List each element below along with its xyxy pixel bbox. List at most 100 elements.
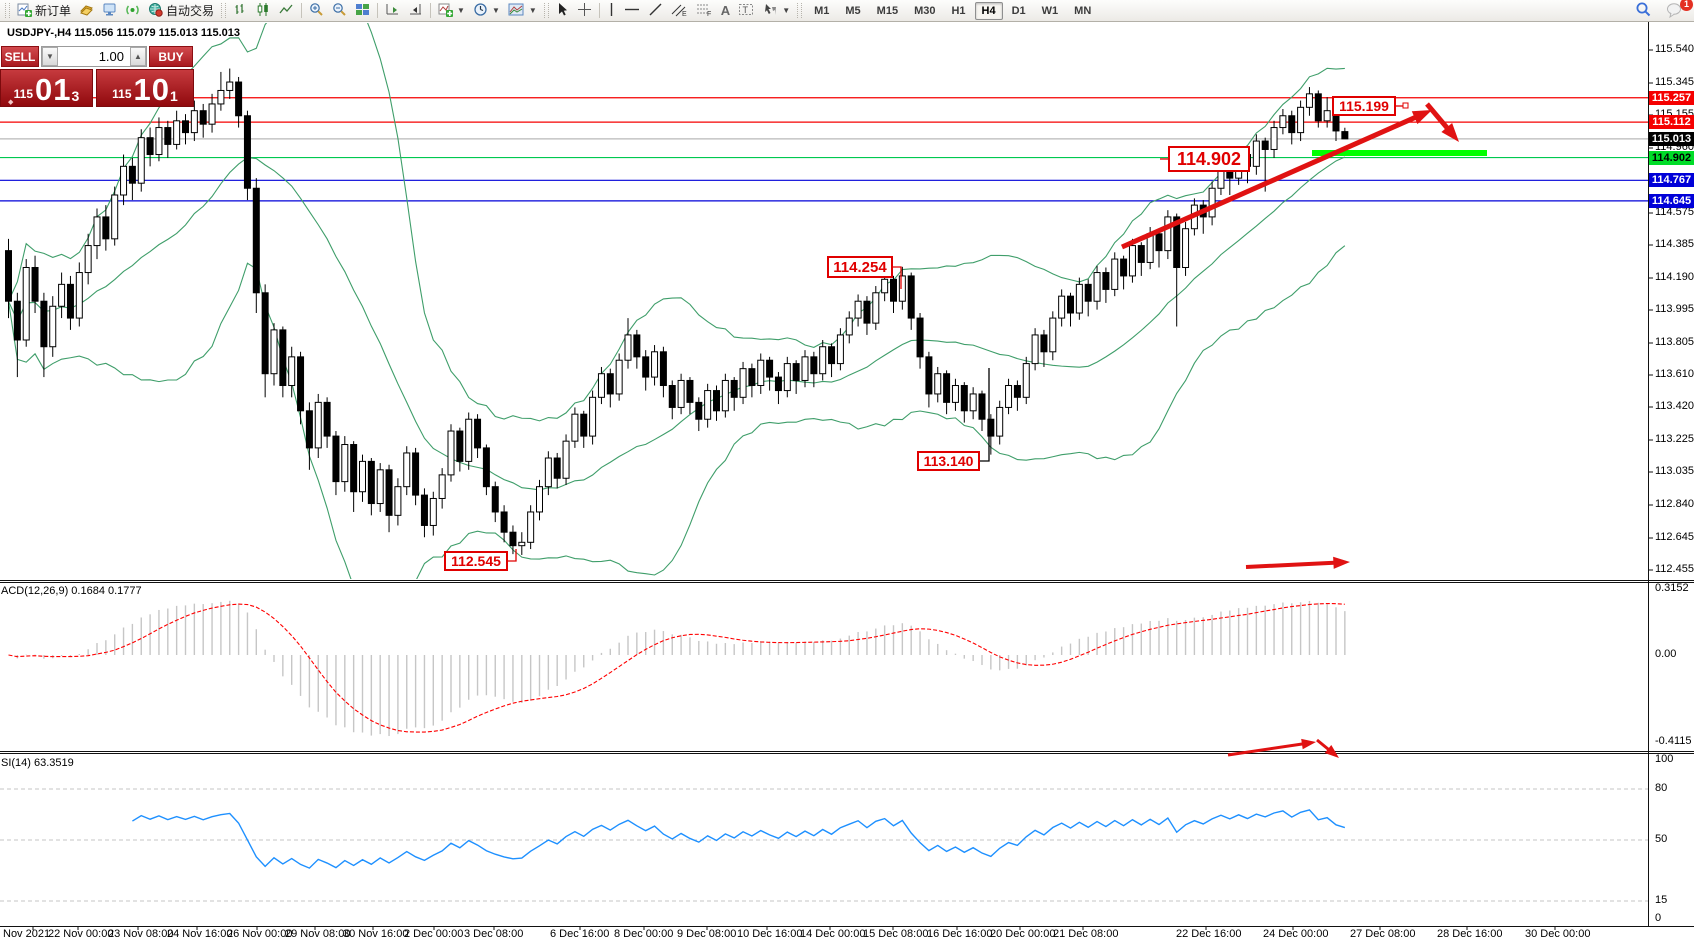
cursor-button[interactable] [552,1,573,21]
fibonacci-button[interactable]: F [692,1,717,21]
dropdown-caret-icon: ▼ [528,6,537,15]
svg-text:T: T [743,5,749,15]
timeframe-button-MN[interactable]: MN [1074,4,1092,17]
time-axis-label: 26 Nov 00:00 [227,928,293,937]
sell-button[interactable]: SELL [1,46,39,67]
time-axis-label: 20 Dec 00:00 [990,928,1056,937]
toolbar-drag-handle[interactable] [5,3,10,18]
drawn-arrow[interactable] [1316,738,1339,758]
dropdown-caret-icon: ▼ [457,6,465,15]
spread-marker-icon: ◆ [8,99,14,106]
tile-windows-button[interactable] [351,1,374,21]
chart-shift-button[interactable] [404,1,427,21]
rsi-pane [0,788,1648,902]
horizontal-level-lines[interactable] [0,97,1648,202]
chart-shift-icon [408,2,423,20]
timeframe-button-W1[interactable]: W1 [1041,4,1059,17]
price-axis-tick: 112.840 [1655,498,1694,510]
zoom-in-button[interactable] [305,1,328,21]
volume-increase-button[interactable]: ▲ [130,47,146,66]
timeframe-button-H4[interactable]: H4 [974,1,1003,20]
time-axis-label: 2 Dec 00:00 [404,928,464,937]
chart-canvas [0,22,1694,930]
text-button[interactable]: A [720,3,731,18]
buy-price-button[interactable]: 115 10 1 [96,69,194,107]
macd-signal-line [8,602,1345,733]
rsi-axis-tick: 80 [1655,782,1668,794]
indicators-button[interactable]: ▼ [434,1,469,21]
trendline-button[interactable] [644,1,667,21]
annotation-anchor-handle[interactable] [1402,102,1409,109]
crosshair-button[interactable] [573,1,596,21]
price-annotation-box[interactable]: 112.545 [444,551,508,571]
rsi-axis-tick: 15 [1655,894,1668,906]
timeframe-button-M5[interactable]: M5 [845,4,861,17]
time-axis-label: 3 Dec 08:00 [464,928,524,937]
text-label-button[interactable]: T [734,1,759,21]
timeframe-button-M15[interactable]: M15 [876,4,899,17]
templates-button[interactable]: ▼ [504,1,541,21]
market-button[interactable] [98,1,121,21]
price-annotation-box[interactable]: 114.254 [827,256,893,278]
chat-button[interactable]: 1 [1666,0,1693,23]
price-annotation-box[interactable]: 113.140 [917,451,980,471]
search-icon[interactable] [1635,1,1652,23]
price-annotation-box[interactable]: 114.902 [1168,146,1250,172]
auto-scroll-icon [385,2,400,20]
horizontal-line-button[interactable] [620,1,644,21]
time-axis-label: 27 Dec 08:00 [1350,928,1416,937]
time-axis-label: Nov 2021 [3,928,51,937]
toolbar-drag-handle[interactable] [543,3,549,18]
chart-line-button[interactable] [275,1,298,21]
drawn-arrow[interactable] [1245,556,1350,569]
time-axis-label: 14 Dec 00:00 [800,928,866,937]
chart-bars-button[interactable] [229,1,252,21]
chart-candles-button[interactable] [252,1,275,21]
crosshair-icon [577,2,592,20]
price-axis-tick: 113.610 [1655,368,1694,380]
timeframe-button-H1[interactable]: H1 [951,4,966,17]
auto-scroll-button[interactable] [381,1,404,21]
drawn-arrow[interactable] [1120,110,1432,250]
price-badge: 115.013 [1649,132,1694,146]
arrows-tool-button[interactable]: ▼ [759,1,794,21]
toolbar-drag-handle[interactable] [797,3,803,18]
zoom-out-button[interactable] [328,1,351,21]
buy-button[interactable]: BUY [149,46,193,67]
toolbar-drag-handle[interactable] [221,3,227,18]
time-axis-label: 22 Nov 00:00 [48,928,114,937]
metaeditor-button[interactable] [75,1,98,21]
equidistant-channel-button[interactable]: E [667,1,692,21]
buy-price-pip: 1 [170,88,178,104]
volume-input[interactable]: 1.00 [58,47,130,66]
market-icon [102,2,117,20]
rsi-line [132,809,1346,869]
timeframe-button-D1[interactable]: D1 [1011,4,1026,17]
auto-trading-icon [148,2,163,20]
sell-price-button[interactable]: ◆ 115 01 3 [0,69,93,107]
volume-decrease-button[interactable]: ▼ [42,47,58,66]
new-order-button[interactable]: 新订单 [13,1,75,21]
periods-clock-button[interactable]: ▼ [469,1,504,21]
dropdown-caret-icon: ▼ [491,6,500,15]
vertical-line-button[interactable] [603,1,620,21]
price-axis-tick: 114.190 [1655,271,1694,283]
time-axis-label: 24 Nov 16:00 [167,928,233,937]
cursor-arrow-icon [556,2,569,20]
signals-button[interactable] [121,1,144,21]
drawn-arrow[interactable] [1227,738,1316,757]
drawn-arrow[interactable] [1425,102,1459,142]
sell-price-prefix: 115 [13,87,34,101]
chart-quote-line: USDJPY-,H4 115.056 115.079 115.013 115.0… [7,27,241,39]
auto-trading-button[interactable]: 自动交易 [144,1,218,21]
price-annotation-box[interactable]: 115.199 [1332,96,1396,116]
support-zone-bar[interactable] [1312,150,1487,156]
timeframe-button-M1[interactable]: M1 [814,4,830,17]
zoom-in-icon [309,2,324,20]
timeframe-button-M30[interactable]: M30 [914,4,936,17]
horizontal-line-icon [624,2,640,20]
rsi-axis-tick: 100 [1655,753,1674,765]
price-axis-tick: 113.420 [1655,400,1694,412]
clock-icon [473,2,488,20]
time-axis-label: 8 Dec 00:00 [614,928,674,937]
